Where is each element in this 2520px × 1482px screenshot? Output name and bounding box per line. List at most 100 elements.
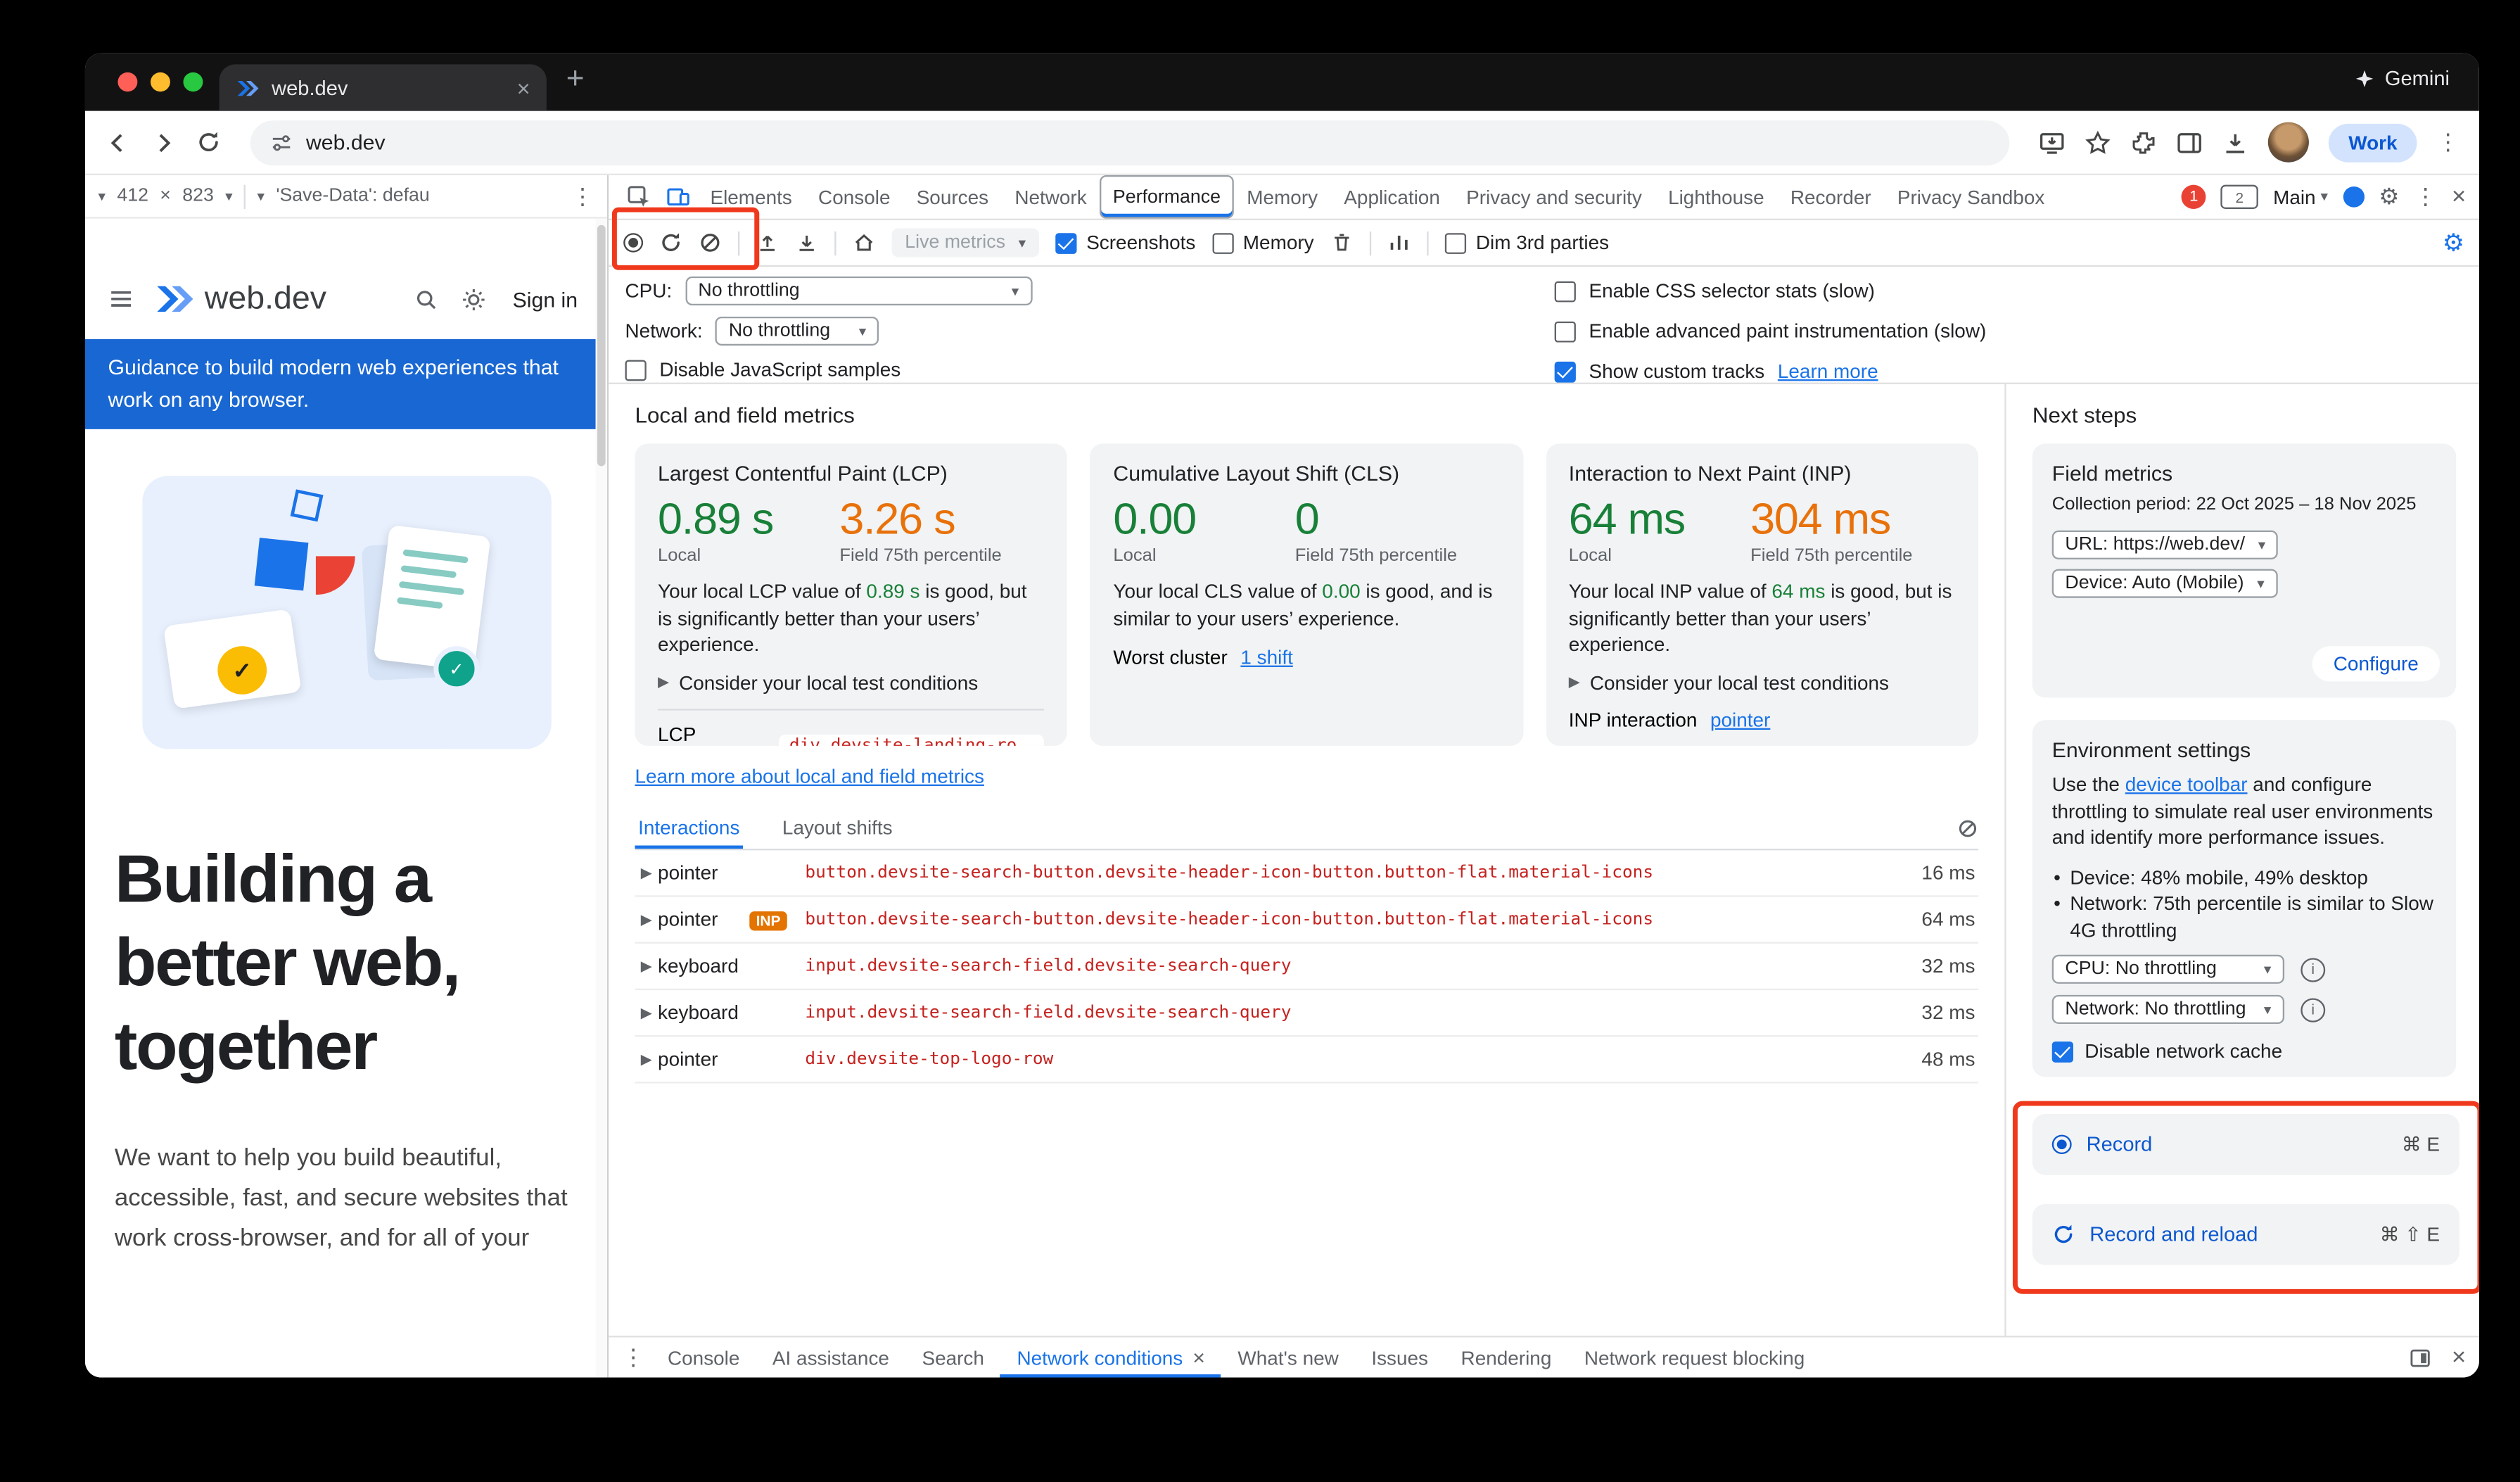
interaction-target-link[interactable]: button.devsite-search-button.devsite-hea… xyxy=(805,909,1654,930)
devtools-tab-memory[interactable]: Memory xyxy=(1247,185,1318,208)
close-icon[interactable]: × xyxy=(1192,1345,1205,1370)
devtools-tab-privacy-sandbox[interactable]: Privacy Sandbox xyxy=(1897,185,2045,208)
minimize-window-button[interactable] xyxy=(150,72,170,92)
chevron-right-icon[interactable]: ▶ xyxy=(640,1003,652,1020)
memory-checkbox[interactable]: Memory xyxy=(1211,232,1314,254)
browser-menu-icon[interactable]: ⋮ xyxy=(2436,128,2459,155)
main-context-selector[interactable]: Main ▾ xyxy=(2273,186,2328,208)
interaction-target-link[interactable]: button.devsite-search-button.devsite-hea… xyxy=(805,863,1654,883)
disable-js-samples-checkbox[interactable] xyxy=(625,359,647,381)
inp-consider-row[interactable]: ▶ Consider your local test conditions xyxy=(1569,671,1956,694)
chevron-right-icon[interactable]: ▶ xyxy=(640,957,652,974)
bookmark-star-icon[interactable] xyxy=(2085,129,2111,156)
zoom-caret-icon[interactable]: ▾ xyxy=(225,187,233,203)
profile-avatar[interactable] xyxy=(2268,122,2310,163)
configure-button[interactable]: Configure xyxy=(2312,646,2441,682)
devtools-menu-icon[interactable]: ⋮ xyxy=(2414,183,2437,209)
clear-recording-icon[interactable] xyxy=(699,232,722,254)
network-throttling-select[interactable]: No throttling ▾ xyxy=(715,316,879,346)
interaction-row[interactable]: ▶ pointer INP button.devsite-search-butt… xyxy=(635,897,1979,944)
checkbox-icon[interactable] xyxy=(1211,232,1233,253)
throttling-value[interactable]: 'Save-Data': defau xyxy=(276,186,430,206)
env-cpu-select[interactable]: CPU: No throttling ▾ xyxy=(2051,954,2285,984)
devtools-tab-lighthouse[interactable]: Lighthouse xyxy=(1668,185,1764,208)
chevron-right-icon[interactable]: ▶ xyxy=(640,910,652,927)
device-height[interactable]: 823 xyxy=(182,186,214,206)
drawer-tab-console[interactable]: Console xyxy=(667,1345,740,1369)
chevron-right-icon[interactable]: ▶ xyxy=(640,863,652,880)
info-icon[interactable]: i xyxy=(2301,997,2326,1022)
env-network-select[interactable]: Network: No throttling ▾ xyxy=(2051,994,2285,1025)
drawer-menu-icon[interactable]: ⋮ xyxy=(621,1343,645,1370)
error-count-badge[interactable]: 1 xyxy=(2181,184,2206,209)
interaction-target-link[interactable]: div.devsite-top-logo-row xyxy=(805,1049,1054,1069)
drawer-tab-ai-assistance[interactable]: AI assistance xyxy=(772,1345,889,1369)
search-icon[interactable] xyxy=(414,287,439,311)
interaction-row[interactable]: ▶ keyboard input.devsite-search-field.de… xyxy=(635,990,1979,1037)
close-window-button[interactable] xyxy=(117,72,138,92)
learn-metrics-link[interactable]: Learn more about local and field metrics xyxy=(635,765,984,788)
throttle-caret-icon[interactable]: ▾ xyxy=(257,187,265,203)
drawer-tab-network-request-blocking[interactable]: Network request blocking xyxy=(1584,1345,1805,1369)
inspect-element-icon[interactable] xyxy=(618,185,658,209)
record-icon[interactable] xyxy=(623,233,644,253)
theme-toggle-icon[interactable] xyxy=(462,287,487,311)
drawer-close-icon[interactable]: × xyxy=(2451,1343,2467,1372)
live-metrics-home-icon[interactable] xyxy=(853,232,876,254)
device-toolbar-link[interactable]: device toolbar xyxy=(2125,773,2248,796)
info-icon[interactable]: i xyxy=(2301,957,2326,982)
forward-button[interactable] xyxy=(151,129,177,156)
devtools-tab-privacy-security[interactable]: Privacy and security xyxy=(1466,185,1642,208)
save-profile-icon[interactable] xyxy=(795,232,818,254)
interaction-row[interactable]: ▶ pointer div.devsite-top-logo-row 48 ms xyxy=(635,1037,1979,1084)
devtools-tab-sources[interactable]: Sources xyxy=(916,185,989,208)
devtools-tab-performance[interactable]: Performance xyxy=(1100,175,1234,219)
device-select-caret-icon[interactable]: ▾ xyxy=(98,187,106,203)
profile-chip[interactable]: Work xyxy=(2329,122,2417,162)
lcp-element-link[interactable]: div.devsite-landing-row-ite… xyxy=(779,733,1045,746)
device-toolbar-menu-icon[interactable]: ⋮ xyxy=(571,182,594,208)
disable-network-cache-checkbox[interactable]: Disable network cache xyxy=(2051,1040,2437,1063)
new-tab-button[interactable]: + xyxy=(566,63,585,97)
webdev-logo-icon[interactable] xyxy=(154,279,193,318)
field-url-select[interactable]: URL: https://web.dev/ ▾ xyxy=(2051,530,2279,559)
chevron-right-icon[interactable]: ▶ xyxy=(640,1050,652,1067)
worst-cluster-link[interactable]: 1 shift xyxy=(1240,646,1293,669)
cpu-throttling-select[interactable]: No throttling ▾ xyxy=(685,276,1032,305)
clear-interactions-icon[interactable] xyxy=(1957,817,1978,838)
device-width[interactable]: 412 xyxy=(117,186,149,206)
dock-side-icon[interactable] xyxy=(2409,1346,2432,1369)
checkbox-checked-icon[interactable] xyxy=(1055,232,1077,253)
record-button[interactable]: Record ⌘ E xyxy=(2032,1113,2459,1175)
devtools-tab-network[interactable]: Network xyxy=(1014,185,1087,208)
sign-in-button[interactable]: Sign in xyxy=(512,286,578,311)
capture-settings-icon[interactable]: ⚙ xyxy=(2442,229,2464,258)
hamburger-menu-icon[interactable] xyxy=(108,286,134,312)
back-button[interactable] xyxy=(105,129,131,156)
devtools-tab-application[interactable]: Application xyxy=(1344,185,1440,208)
extensions-puzzle-icon[interactable] xyxy=(2131,129,2157,156)
record-and-reload-button[interactable]: Record and reload ⌘ ⇧ E xyxy=(2032,1203,2459,1265)
device-toolbar-toggle-icon[interactable] xyxy=(658,185,697,209)
interaction-target-link[interactable]: input.devsite-search-field.devsite-searc… xyxy=(805,1003,1292,1022)
field-device-select[interactable]: Device: Auto (Mobile) ▾ xyxy=(2051,569,2278,598)
drawer-tab-network-conditions[interactable]: Network conditions × xyxy=(1000,1337,1221,1377)
install-app-icon[interactable] xyxy=(2039,129,2066,156)
drawer-tab-search[interactable]: Search xyxy=(922,1345,984,1369)
site-settings-icon[interactable] xyxy=(270,131,293,153)
fullscreen-window-button[interactable] xyxy=(183,72,203,92)
site-logo-text[interactable]: web.dev xyxy=(204,280,327,316)
interaction-row[interactable]: ▶ pointer button.devsite-search-button.d… xyxy=(635,850,1979,897)
interaction-target-link[interactable]: input.devsite-search-field.devsite-searc… xyxy=(805,956,1292,976)
screenshots-checkbox[interactable]: Screenshots xyxy=(1055,232,1195,254)
collect-garbage-icon[interactable] xyxy=(1330,232,1354,254)
reload-button[interactable] xyxy=(196,130,221,154)
drawer-tab-rendering[interactable]: Rendering xyxy=(1461,1345,1552,1369)
inp-interaction-link[interactable]: pointer xyxy=(1710,708,1771,731)
checkbox-checked-icon[interactable] xyxy=(2051,1040,2074,1062)
devtools-tab-recorder[interactable]: Recorder xyxy=(1790,185,1871,208)
devtools-settings-icon[interactable]: ⚙ xyxy=(2379,183,2400,209)
interaction-row[interactable]: ▶ keyboard input.devsite-search-field.de… xyxy=(635,944,1979,991)
drawer-tab-whats-new[interactable]: What's new xyxy=(1237,1345,1339,1369)
gemini-button[interactable]: Gemini xyxy=(2355,68,2450,90)
